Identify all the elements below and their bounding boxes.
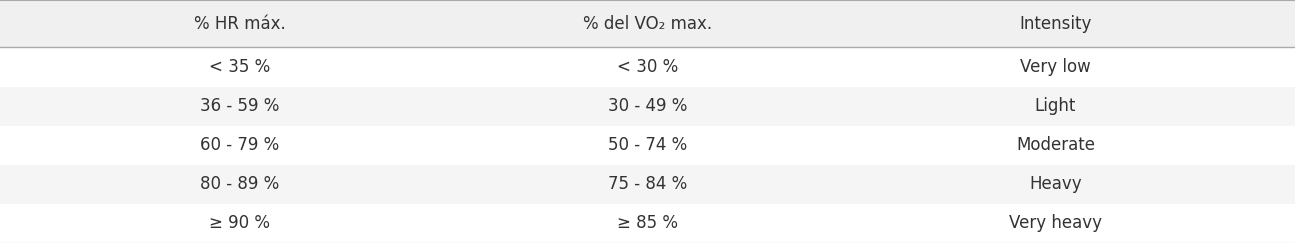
- Text: Light: Light: [1035, 97, 1076, 115]
- Text: % HR máx.: % HR máx.: [194, 15, 285, 33]
- Bar: [0, 0, 1295, 47]
- Text: ≥ 85 %: ≥ 85 %: [616, 214, 679, 233]
- Text: Very low: Very low: [1020, 58, 1090, 76]
- Text: 36 - 59 %: 36 - 59 %: [199, 97, 280, 115]
- Text: 30 - 49 %: 30 - 49 %: [607, 97, 688, 115]
- Text: Intensity: Intensity: [1019, 15, 1092, 33]
- Bar: [0, 47, 1295, 87]
- Text: 60 - 79 %: 60 - 79 %: [199, 136, 280, 154]
- Text: < 35 %: < 35 %: [208, 58, 271, 76]
- Bar: [0, 165, 1295, 204]
- Text: 75 - 84 %: 75 - 84 %: [607, 175, 688, 193]
- Text: < 30 %: < 30 %: [616, 58, 679, 76]
- Bar: [0, 87, 1295, 126]
- Bar: [0, 126, 1295, 165]
- Text: Heavy: Heavy: [1030, 175, 1081, 193]
- Text: 80 - 89 %: 80 - 89 %: [199, 175, 280, 193]
- Text: % del VO₂ max.: % del VO₂ max.: [583, 15, 712, 33]
- Text: 50 - 74 %: 50 - 74 %: [607, 136, 688, 154]
- Text: Moderate: Moderate: [1015, 136, 1096, 154]
- Text: ≥ 90 %: ≥ 90 %: [208, 214, 271, 233]
- Bar: [0, 204, 1295, 243]
- Text: Very heavy: Very heavy: [1009, 214, 1102, 233]
